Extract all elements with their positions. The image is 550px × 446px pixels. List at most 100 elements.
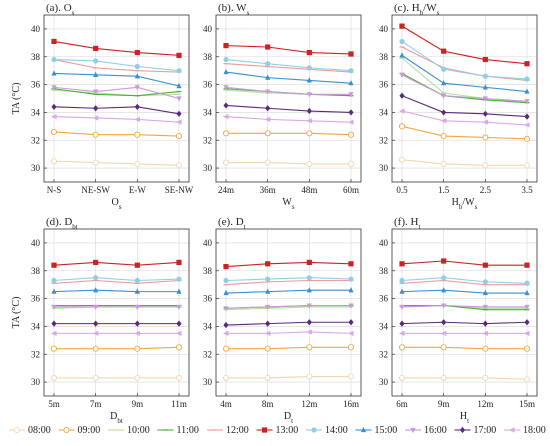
data-point — [441, 319, 447, 326]
series-line — [53, 58, 180, 73]
y-tick-label: 30 — [379, 163, 389, 173]
x-tick-label: 15m — [519, 399, 535, 409]
data-point — [482, 56, 488, 63]
y-tick-label: 36 — [379, 294, 389, 304]
data-point — [134, 63, 140, 70]
data-point — [398, 156, 406, 163]
data-point — [222, 113, 229, 120]
data-point — [306, 329, 312, 335]
data-point — [175, 133, 183, 140]
series-line — [401, 54, 528, 93]
x-tick-label: E-W — [129, 185, 146, 195]
y-tick-label: 34 — [203, 107, 213, 117]
data-point — [134, 345, 141, 352]
series-line — [225, 261, 352, 268]
data-point — [306, 373, 313, 380]
legend-marker — [360, 426, 367, 433]
y-tick-label: 34 — [379, 321, 389, 331]
data-point — [398, 344, 406, 351]
series-line — [225, 116, 352, 123]
data-point — [347, 160, 355, 167]
series-line — [226, 331, 352, 334]
y-tick-label: 40 — [379, 238, 389, 248]
y-tick-label: 38 — [31, 266, 41, 276]
data-point — [524, 88, 530, 94]
data-point — [306, 275, 312, 281]
data-point — [93, 287, 99, 293]
series-line — [53, 106, 180, 115]
data-point — [440, 374, 447, 381]
data-point — [482, 289, 488, 296]
data-point — [524, 319, 530, 326]
series-line — [53, 40, 180, 56]
x-axis-label: Ws — [282, 197, 294, 211]
legend-label: 14:00 — [325, 425, 348, 436]
y-tick-label: 40 — [203, 24, 213, 34]
legend-label: 13:00 — [276, 425, 299, 436]
data-point — [51, 320, 57, 327]
x-tick-label: N-S — [47, 185, 62, 195]
y-tick-label: 36 — [379, 80, 389, 90]
data-point — [399, 320, 405, 327]
panel-title: (d). Dbt — [46, 216, 78, 231]
x-tick-label: 36m — [260, 185, 276, 195]
data-point — [264, 330, 271, 336]
data-point — [482, 262, 488, 268]
legend-marker — [63, 426, 70, 434]
y-tick-label: 30 — [203, 163, 213, 173]
data-point — [92, 115, 99, 121]
data-point — [223, 277, 229, 284]
data-point — [222, 374, 230, 381]
data-point — [440, 133, 447, 140]
data-point — [306, 130, 313, 137]
x-tick-label: 7m — [90, 399, 102, 409]
series-line — [53, 88, 180, 97]
x-tick-label: 5m — [48, 399, 60, 409]
data-point — [51, 288, 57, 294]
data-point — [348, 276, 354, 282]
series-line — [53, 160, 180, 166]
data-point — [441, 48, 447, 54]
data-point — [176, 304, 182, 311]
series-line — [225, 71, 352, 84]
series-line — [401, 25, 528, 65]
data-point — [93, 45, 99, 51]
y-tick-label: 38 — [379, 52, 389, 62]
data-point — [482, 374, 489, 381]
x-tick-label: 24m — [218, 185, 234, 195]
y-tick-label: 40 — [379, 24, 389, 34]
data-point — [399, 304, 405, 311]
data-point — [51, 304, 57, 311]
series-line — [401, 95, 528, 118]
x-tick-label: NE-SW — [81, 185, 110, 195]
data-point — [523, 162, 531, 169]
data-point — [176, 52, 182, 58]
x-axis-label: Os — [112, 197, 122, 211]
data-point — [222, 159, 230, 166]
data-point — [265, 74, 271, 80]
plot-frame — [215, 228, 362, 397]
y-tick-label: 32 — [379, 349, 388, 359]
data-point — [50, 113, 57, 120]
series-line — [401, 74, 528, 102]
legend-label: 12:00 — [226, 425, 249, 436]
series-line — [53, 289, 179, 293]
data-point — [399, 261, 405, 267]
data-point — [441, 66, 447, 72]
series-line — [401, 125, 528, 140]
data-point — [50, 128, 58, 135]
data-point — [441, 258, 447, 264]
data-point — [264, 159, 271, 166]
x-tick-label: 11m — [171, 399, 187, 409]
series-line — [53, 279, 180, 284]
data-point — [134, 49, 140, 56]
data-point — [440, 118, 447, 124]
data-point — [134, 320, 140, 327]
data-point — [524, 262, 530, 268]
data-point — [523, 345, 531, 352]
data-point — [399, 92, 405, 99]
series-line — [225, 45, 352, 55]
data-point — [523, 330, 530, 336]
series-line — [225, 104, 352, 113]
